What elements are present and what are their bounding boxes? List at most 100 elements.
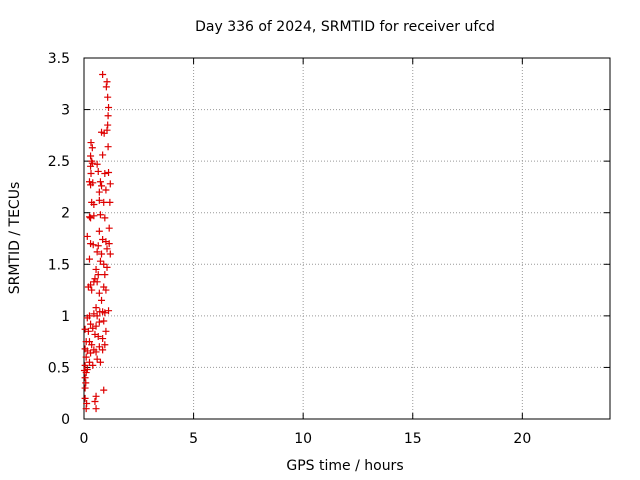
y-tick-label: 0.5 bbox=[48, 360, 70, 376]
point-marker bbox=[93, 248, 101, 256]
point-marker bbox=[82, 405, 90, 413]
axis-ticks: 0 5 10 15 20 0 0.5 1 1.5 2 2.5 3 3.5 bbox=[48, 51, 610, 447]
data-point bbox=[82, 405, 90, 413]
data-point bbox=[100, 198, 108, 206]
data-point bbox=[82, 369, 90, 377]
point-marker bbox=[104, 93, 112, 101]
point-marker bbox=[85, 178, 93, 186]
point-marker bbox=[87, 139, 95, 147]
data-point bbox=[93, 278, 101, 286]
point-marker bbox=[105, 307, 113, 315]
data-point bbox=[92, 304, 100, 312]
data-point bbox=[91, 397, 99, 405]
point-marker bbox=[99, 71, 107, 79]
plot-frame bbox=[83, 57, 611, 420]
data-point bbox=[82, 338, 90, 346]
data-point bbox=[95, 188, 103, 196]
point-marker bbox=[82, 369, 90, 377]
point-marker bbox=[89, 361, 97, 369]
point-marker bbox=[98, 296, 106, 304]
point-marker bbox=[88, 144, 96, 152]
data-point bbox=[92, 392, 100, 400]
point-marker bbox=[103, 245, 111, 253]
point-marker bbox=[103, 263, 111, 271]
data-point bbox=[87, 170, 95, 178]
data-point bbox=[98, 182, 106, 190]
data-point bbox=[88, 159, 96, 167]
data-point bbox=[96, 178, 104, 186]
point-marker bbox=[93, 278, 101, 286]
data-point bbox=[100, 317, 108, 325]
point-marker bbox=[106, 198, 114, 206]
point-marker bbox=[87, 349, 95, 357]
point-marker bbox=[98, 250, 106, 258]
data-point bbox=[102, 327, 110, 335]
point-marker bbox=[95, 343, 103, 351]
point-marker bbox=[87, 170, 95, 178]
point-marker bbox=[104, 112, 112, 120]
point-marker bbox=[96, 211, 104, 219]
data-point bbox=[89, 241, 97, 249]
data-point bbox=[84, 283, 92, 291]
data-point bbox=[99, 151, 107, 159]
point-marker bbox=[95, 188, 103, 196]
data-point bbox=[103, 245, 111, 253]
point-marker bbox=[99, 335, 107, 343]
data-point bbox=[104, 112, 112, 120]
data-point bbox=[83, 232, 91, 240]
grid bbox=[84, 58, 610, 419]
data-point bbox=[82, 379, 90, 387]
data-point bbox=[81, 384, 89, 392]
data-point bbox=[90, 200, 98, 208]
point-marker bbox=[101, 341, 109, 349]
data-point bbox=[84, 327, 92, 335]
point-marker bbox=[99, 151, 107, 159]
data-point bbox=[87, 320, 95, 328]
data-point bbox=[81, 374, 89, 382]
point-marker bbox=[100, 386, 108, 394]
data-point bbox=[93, 160, 101, 168]
data-point bbox=[105, 168, 113, 176]
data-point bbox=[99, 335, 107, 343]
point-marker bbox=[104, 121, 112, 129]
data-point bbox=[100, 260, 108, 268]
y-tick-label: 2.5 bbox=[48, 154, 70, 170]
point-marker bbox=[100, 198, 108, 206]
data-point bbox=[93, 312, 101, 320]
data-point bbox=[93, 248, 101, 256]
data-point bbox=[104, 93, 112, 101]
data-point bbox=[101, 214, 109, 222]
y-axis-label: SRMTID / TECUs bbox=[7, 182, 23, 295]
point-marker bbox=[90, 200, 98, 208]
data-point bbox=[106, 198, 114, 206]
chart-title: Day 336 of 2024, SRMTID for receiver ufc… bbox=[195, 19, 495, 35]
point-marker bbox=[100, 260, 108, 268]
point-marker bbox=[95, 318, 103, 326]
point-marker bbox=[85, 255, 93, 263]
data-point bbox=[82, 353, 90, 361]
data-point bbox=[106, 250, 114, 258]
data-point bbox=[94, 332, 102, 340]
data-point bbox=[85, 178, 93, 186]
point-marker bbox=[81, 394, 89, 402]
data-point bbox=[92, 405, 100, 413]
point-marker bbox=[85, 358, 93, 366]
point-marker bbox=[104, 143, 112, 151]
point-marker bbox=[82, 379, 90, 387]
data-point bbox=[87, 152, 95, 160]
point-marker bbox=[92, 322, 100, 330]
data-point bbox=[95, 196, 103, 204]
data-point bbox=[99, 71, 107, 79]
point-marker bbox=[82, 353, 90, 361]
point-marker bbox=[89, 179, 97, 187]
point-marker bbox=[81, 384, 89, 392]
point-marker bbox=[81, 374, 89, 382]
data-point bbox=[95, 289, 103, 297]
point-marker bbox=[106, 180, 114, 188]
data-point bbox=[105, 224, 113, 232]
point-marker bbox=[100, 317, 108, 325]
point-marker bbox=[94, 167, 102, 175]
data-point bbox=[92, 265, 100, 273]
x-tick-label: 0 bbox=[80, 431, 89, 447]
